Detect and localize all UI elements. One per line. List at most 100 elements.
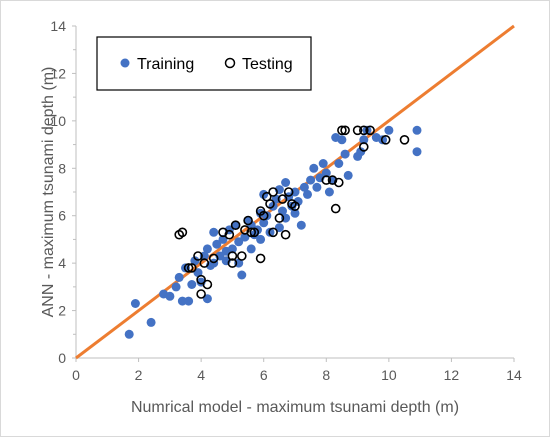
training-point <box>212 239 222 249</box>
legend-training-marker <box>120 58 130 68</box>
testing-point <box>352 125 363 136</box>
training-point <box>278 206 287 216</box>
x-tick-group: 0 2 4 6 8 10 12 14 <box>72 358 522 383</box>
testing-point <box>258 210 269 221</box>
y-tick-label: 2 <box>58 303 66 319</box>
training-point <box>184 296 194 306</box>
testing-point <box>365 125 375 136</box>
x-tick-label: 8 <box>322 367 330 383</box>
training-point <box>287 201 297 211</box>
testing-point <box>274 213 285 223</box>
testing-point <box>358 125 369 136</box>
x-tick-label: 10 <box>381 367 397 383</box>
testing-point <box>321 175 332 185</box>
testing-point <box>177 227 188 238</box>
testing-point <box>380 135 391 145</box>
testing-point <box>224 229 235 240</box>
y-tick-label: 10 <box>50 113 66 129</box>
training-point <box>237 270 247 280</box>
testing-point <box>246 227 256 238</box>
training-point <box>337 135 347 145</box>
testing-point <box>218 227 228 238</box>
training-point <box>177 296 187 306</box>
x-axis-title: Numrical model - maximum tsunami depth (… <box>131 399 459 416</box>
training-point <box>343 170 353 180</box>
y-axis-title: ANN - maximum tsunami depth (m) <box>40 67 57 318</box>
training-point <box>174 272 184 282</box>
training-point <box>312 182 322 192</box>
data-points <box>124 125 422 339</box>
training-point <box>324 187 334 197</box>
training-point <box>171 282 181 292</box>
testing-point <box>208 253 219 264</box>
testing-point <box>265 199 275 209</box>
y-tick-label: 4 <box>58 255 66 271</box>
x-tick-label: 0 <box>72 367 80 383</box>
training-point <box>356 147 366 157</box>
training-point <box>234 237 244 247</box>
training-point <box>231 220 241 230</box>
testing-point <box>193 251 203 261</box>
training-point <box>165 291 175 301</box>
testing-point <box>268 187 278 197</box>
testing-point <box>202 279 213 290</box>
training-point <box>246 244 256 254</box>
testing-point <box>230 220 241 230</box>
testing-point <box>183 263 194 273</box>
testing-point <box>249 227 260 238</box>
training-point <box>412 125 422 135</box>
testing-point <box>227 258 238 268</box>
training-point <box>306 175 316 185</box>
x-tick-label: 4 <box>197 367 205 383</box>
training-point <box>299 182 309 192</box>
legend-box <box>96 36 312 91</box>
training-point <box>296 220 306 230</box>
training-point <box>190 256 200 266</box>
testing-point <box>358 142 369 152</box>
testing-point <box>199 258 210 268</box>
training-point <box>256 234 266 244</box>
training-point <box>146 317 156 327</box>
legend-training-label: Training <box>137 56 194 73</box>
y-tick-label: 14 <box>50 18 66 34</box>
testing-point <box>268 227 278 238</box>
training-point <box>412 147 422 157</box>
legend: Training Testing <box>96 36 312 91</box>
training-point <box>303 189 312 199</box>
testing-point <box>330 203 341 214</box>
testing-point <box>340 125 350 136</box>
training-point <box>259 218 269 228</box>
x-tick-label: 2 <box>135 367 143 383</box>
testing-point <box>327 175 338 185</box>
training-point <box>187 280 197 289</box>
testing-point <box>399 135 410 145</box>
training-point <box>130 299 140 308</box>
training-point <box>309 163 319 173</box>
training-point <box>378 135 388 145</box>
testing-point <box>237 251 247 261</box>
testing-point <box>255 253 266 264</box>
testing-point <box>227 251 238 261</box>
testing-point <box>240 225 250 235</box>
training-point <box>359 135 369 145</box>
testing-point <box>290 201 300 211</box>
y-tick-label: 8 <box>58 160 66 176</box>
training-point <box>318 159 328 168</box>
testing-point <box>280 229 291 240</box>
training-point <box>340 149 350 159</box>
testing-point <box>337 125 347 136</box>
x-tick-label: 14 <box>506 367 522 383</box>
testing-point <box>277 194 288 204</box>
y-tick-label: 0 <box>58 350 66 366</box>
training-point <box>202 244 212 254</box>
training-point <box>334 159 344 168</box>
testing-point <box>196 289 206 299</box>
y-tick-group: 0 2 4 6 8 10 12 14 <box>50 18 76 366</box>
training-point <box>290 208 300 218</box>
testing-point <box>333 177 344 188</box>
x-tick-label: 12 <box>444 367 460 383</box>
x-tick-label: 6 <box>260 367 268 383</box>
legend-testing-marker <box>224 57 236 69</box>
training-point <box>384 125 394 135</box>
